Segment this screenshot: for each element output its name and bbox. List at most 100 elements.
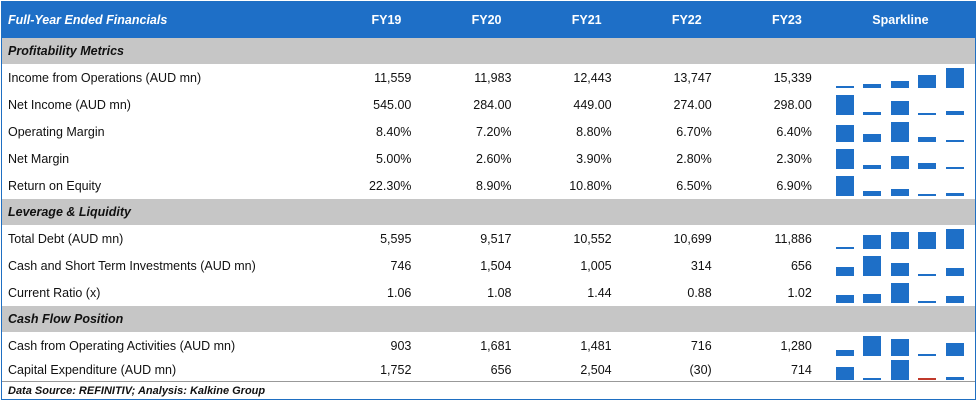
table-row: Operating Margin 8.40% 7.20% 8.80% 6.70% 6.40… [2, 118, 975, 145]
sparkline-bar [835, 350, 854, 356]
sparkline-bar [945, 377, 964, 380]
sparkline-bar [918, 378, 937, 380]
row-label: Current Ratio (x) [8, 285, 101, 300]
value-cell: 314 [690, 258, 712, 273]
sparkline-cell [826, 172, 975, 199]
sparkline-bar [835, 294, 854, 303]
sparkline-bar [890, 282, 909, 303]
sparkline-bar [890, 263, 909, 276]
sparkline-bar [863, 133, 882, 142]
sparkline-bar [863, 235, 882, 249]
sparkline-bar [918, 137, 937, 142]
row-label: Total Debt (AUD mn) [8, 231, 124, 246]
value-cell: 714 [790, 363, 812, 377]
sparkline-bar [945, 67, 964, 88]
sparkline-bar [890, 360, 909, 380]
value-cell: 9,517 [480, 231, 512, 246]
sparkline-bar [945, 296, 964, 303]
value-cell: 11,559 [374, 70, 412, 85]
row-label: Cash from Operating Activities (AUD mn) [8, 338, 236, 353]
sparkline-bar [945, 110, 964, 115]
year-header-fy22: FY22 [625, 2, 726, 38]
row-label: Net Income (AUD mn) [8, 97, 131, 112]
sparkline-bar [835, 246, 854, 249]
sparkline-cell [826, 332, 975, 359]
section-title: Leverage & Liquidity [2, 199, 975, 225]
value-cell: 10,699 [673, 231, 712, 246]
value-cell: 1,481 [580, 338, 612, 353]
table-row: Net Margin 5.00% 2.60% 3.90% 2.80% 2.30% [2, 145, 975, 172]
sparkline-bar [835, 367, 854, 380]
sparkline [835, 175, 964, 196]
sparkline-bar [945, 343, 964, 356]
sparkline [835, 335, 964, 356]
sparkline [835, 255, 964, 276]
sparkline-bar [918, 300, 937, 303]
sparkline-bar [890, 188, 909, 196]
table-row: Return on Equity 22.30% 8.90% 10.80% 6.50% 6.… [2, 172, 975, 199]
value-cell: 12,443 [573, 70, 612, 85]
sparkline-bar [918, 273, 937, 276]
value-cell: 656 [790, 258, 812, 273]
value-cell: 1.02 [787, 285, 812, 300]
value-cell: 6.40% [776, 124, 812, 139]
sparkline-bar [863, 111, 882, 115]
sparkline-bar [863, 294, 882, 303]
sparkline-cell [826, 279, 975, 306]
sparkline-cell [826, 252, 975, 279]
row-label: Capital Expenditure (AUD mn) [8, 363, 177, 377]
year-header-fy23: FY23 [725, 2, 826, 38]
sparkline-bar [835, 148, 854, 169]
sparkline-header: Sparkline [825, 2, 975, 38]
table-title: Full-Year Ended Financials [2, 2, 326, 38]
sparkline-bar [863, 83, 882, 88]
sparkline-bar [890, 81, 909, 88]
sparkline [835, 228, 964, 249]
sparkline-cell [826, 118, 975, 145]
value-cell: (30) [689, 363, 712, 377]
table-row: Net Income (AUD mn) 545.00 284.00 449.00 274… [2, 91, 975, 118]
table-header-row: Full-Year Ended Financials FY19 FY20 FY2… [2, 2, 975, 38]
table-row: Capital Expenditure (AUD mn) 1,752 656 2,50… [2, 359, 975, 382]
sparkline-cell [826, 64, 975, 91]
value-cell: 1.44 [587, 285, 612, 300]
value-cell: 22.30% [368, 178, 412, 193]
value-cell: 274.00 [673, 97, 712, 112]
value-cell: 2.30% [776, 151, 812, 166]
sparkline-bar [918, 112, 937, 115]
sparkline-bar [945, 268, 964, 276]
sparkline-bar [863, 164, 882, 169]
sparkline-bar [835, 94, 854, 115]
row-label: Net Margin [8, 151, 70, 166]
value-cell: 2,504 [580, 363, 612, 377]
sparkline-bar [918, 75, 937, 88]
value-cell: 0.88 [687, 285, 712, 300]
footer-row: Data Source: REFINITIV; Analysis: Kalkin… [2, 381, 975, 400]
value-cell: 11,886 [774, 231, 812, 246]
row-label: Income from Operations (AUD mn) [8, 70, 202, 85]
table-row: Income from Operations (AUD mn) 11,559 11,… [2, 64, 975, 91]
value-cell: 8.40% [375, 124, 412, 139]
sparkline [835, 148, 964, 169]
value-cell: 3.90% [576, 151, 612, 166]
value-cell: 6.70% [676, 124, 712, 139]
sparkline-bar [835, 175, 854, 196]
table-row: Cash and Short Term Investments (AUD mn)… [2, 252, 975, 279]
sparkline [835, 121, 964, 142]
value-cell: 1.08 [487, 285, 512, 300]
value-cell: 5,595 [380, 231, 412, 246]
value-cell: 6.90% [776, 178, 812, 193]
sparkline [835, 67, 964, 88]
sparkline-bar [945, 193, 964, 196]
sparkline-bar [890, 339, 909, 356]
data-source-note: Data Source: REFINITIV; Analysis: Kalkin… [2, 381, 975, 400]
value-cell: 10.80% [569, 178, 612, 193]
row-label: Operating Margin [8, 124, 105, 139]
row-label: Cash and Short Term Investments (AUD mn) [8, 258, 256, 273]
sparkline-bar [890, 121, 909, 142]
value-cell: 5.00% [375, 151, 412, 166]
sparkline-cell [826, 91, 975, 118]
value-cell: 6.50% [676, 178, 712, 193]
